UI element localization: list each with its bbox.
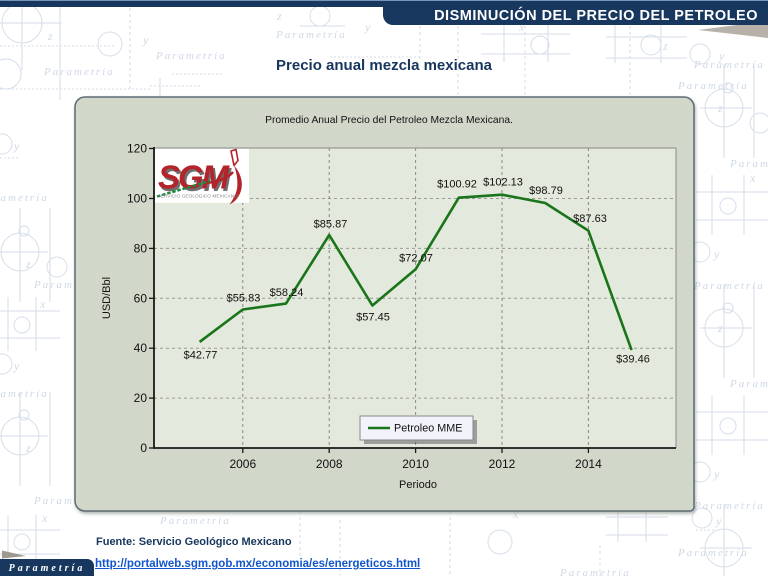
svg-text:z: z <box>717 321 723 335</box>
svg-text:Parametría: Parametría <box>729 158 768 170</box>
svg-text:100: 100 <box>127 192 147 206</box>
svg-text:x: x <box>518 20 525 34</box>
svg-text:x: x <box>39 297 46 311</box>
svg-text:$72.07: $72.07 <box>399 253 433 265</box>
svg-text:Parametría: Parametría <box>159 515 231 527</box>
svg-text:y: y <box>713 247 720 261</box>
svg-text:SGM: SGM <box>158 159 231 196</box>
svg-text:z: z <box>276 9 282 23</box>
svg-text:x: x <box>41 511 48 525</box>
svg-text:x: x <box>512 507 519 521</box>
svg-text:$100.92: $100.92 <box>437 179 477 191</box>
svg-text:Parametría: Parametría <box>0 388 49 400</box>
svg-text:y: y <box>718 49 725 63</box>
svg-text:2014: 2014 <box>575 457 602 471</box>
svg-text:Parametría: Parametría <box>9 563 86 574</box>
svg-text:Parametría: Parametría <box>275 29 347 41</box>
svg-text:$85.87: $85.87 <box>314 219 348 231</box>
svg-text:$57.45: $57.45 <box>356 312 390 324</box>
svg-text:2012: 2012 <box>489 457 516 471</box>
svg-text:z: z <box>662 39 668 53</box>
svg-text:80: 80 <box>134 241 148 255</box>
svg-text:$55.83: $55.83 <box>227 293 261 305</box>
svg-text:40: 40 <box>134 341 148 355</box>
svg-text:Parametría: Parametría <box>43 66 115 78</box>
svg-text:Parametría: Parametría <box>155 50 227 62</box>
svg-text:60: 60 <box>134 291 148 305</box>
svg-text:z: z <box>25 441 31 455</box>
svg-text:0: 0 <box>140 441 147 455</box>
svg-text:y: y <box>713 467 720 481</box>
svg-text:2010: 2010 <box>402 457 429 471</box>
svg-text:SERVICIO GEOLÓGICO MEXICANO: SERVICIO GEOLÓGICO MEXICANO <box>158 193 239 200</box>
svg-text:y: y <box>13 139 20 153</box>
svg-text:y: y <box>13 359 20 373</box>
svg-text:$42.77: $42.77 <box>184 350 218 362</box>
svg-text:z: z <box>25 257 31 271</box>
svg-text:Parametría: Parametría <box>677 80 749 92</box>
svg-text:120: 120 <box>127 142 147 156</box>
svg-text:$39.46: $39.46 <box>616 354 650 366</box>
svg-text:$58.24: $58.24 <box>270 287 304 299</box>
svg-text:Parametría: Parametría <box>693 280 765 292</box>
svg-text:Parametría: Parametría <box>559 567 631 576</box>
svg-text:Parametría: Parametría <box>0 192 49 204</box>
svg-text:$87.63: $87.63 <box>573 213 607 225</box>
svg-text:z: z <box>717 101 723 115</box>
svg-text:2008: 2008 <box>316 457 343 471</box>
svg-text:x: x <box>749 171 756 185</box>
svg-text:Parametría: Parametría <box>693 500 765 512</box>
svg-text:$98.79: $98.79 <box>529 185 563 197</box>
svg-text:y: y <box>142 33 149 47</box>
svg-text:y: y <box>364 20 371 34</box>
svg-text:Parametría: Parametría <box>729 378 768 390</box>
svg-text:20: 20 <box>134 391 148 405</box>
svg-text:USD/Bbl: USD/Bbl <box>101 277 113 319</box>
svg-text:y: y <box>715 514 722 528</box>
svg-text:Parametría: Parametría <box>693 59 765 71</box>
svg-text:z: z <box>47 29 53 43</box>
svg-text:Promedio Anual Precio del Petr: Promedio Anual Precio del Petroleo Mezcl… <box>265 115 513 126</box>
svg-text:Petroleo MME: Petroleo MME <box>394 423 462 435</box>
svg-text:Periodo: Periodo <box>399 479 437 491</box>
svg-text:$102.13: $102.13 <box>483 177 523 189</box>
svg-text:Parametría: Parametría <box>677 547 749 559</box>
svg-text:2006: 2006 <box>229 457 256 471</box>
